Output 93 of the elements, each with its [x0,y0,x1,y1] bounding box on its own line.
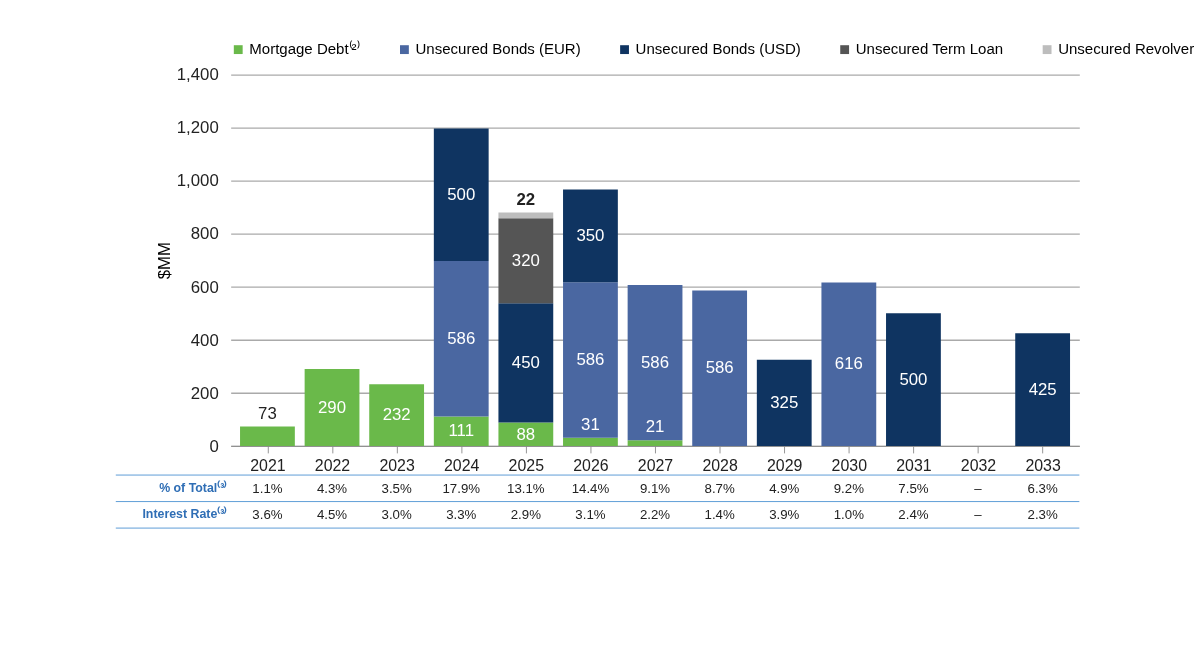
bar [692,290,748,446]
data-label: 586 [641,352,670,372]
text: 17.9% [442,480,481,496]
x-tick-label: 2033 [1025,457,1061,475]
legend-label: Mortgage Debt⁽²⁾ [249,40,360,58]
text: Interest Rate⁽³⁾ [142,506,228,522]
text: 4.5% [316,507,348,523]
text: 4.9% [769,480,800,496]
data-label: 425 [1028,379,1057,399]
x-tick-label: 2023 [379,457,415,475]
bar [821,282,877,446]
x-tick-label: 2027 [637,457,674,475]
x-tick-label: 2029 [766,457,803,475]
y-tick-label: 600 [190,277,219,297]
x-tick-label: 2024 [443,457,480,475]
x-tick-label: 2031 [896,457,932,475]
text: 2.2% [639,507,671,523]
bar [498,303,554,423]
data-label: 22 [516,189,536,209]
bar [304,368,360,446]
data-label: 325 [770,393,799,413]
text: – [974,507,983,523]
legend-label: Unsecured Revolver [1058,40,1195,58]
text: 3.3% [446,507,477,523]
data-label: 111 [448,421,474,441]
x-tick-label: 2032 [960,457,997,475]
y-axis-title: $MM [154,242,174,280]
data-label: 500 [899,369,928,389]
text: 1.1% [252,480,283,496]
x-tick-label: 2026 [573,457,609,475]
text: 3.9% [769,507,800,523]
data-label: 586 [705,358,734,378]
text: 2.4% [898,507,929,523]
text: 13.1% [507,480,545,496]
text: 14.4% [571,480,610,496]
y-tick-label: 1,200 [176,118,219,138]
legend-label: Unsecured Bonds (USD) [635,40,801,58]
x-tick-label: 2022 [314,457,351,475]
text: 1.4% [704,507,735,523]
text: 7.5% [898,480,929,496]
bar [498,218,554,304]
data-label: 450 [511,353,540,373]
text: 2.3% [1027,507,1058,523]
data-label: 232 [382,405,411,425]
text: 3.1% [575,507,606,523]
x-tick-label: 2025 [508,457,545,475]
text: 1.0% [833,507,865,523]
text: 9.1% [639,480,671,496]
y-tick-label: 200 [190,383,219,403]
text: – [974,480,983,496]
text: 3.5% [381,480,412,496]
y-tick-label: 1,000 [176,171,219,191]
text: 3.6% [252,507,283,523]
data-label: 290 [318,397,347,417]
bar [240,426,295,446]
text: 8.7% [704,480,735,496]
data-label: 73 [258,403,277,423]
bar [369,384,425,446]
legend-label: Unsecured Bonds (EUR) [415,40,581,58]
bar [886,313,941,446]
bar [433,128,489,262]
data-label: 500 [447,185,476,205]
bar [563,437,618,446]
text: % of Total⁽³⁾ [159,479,228,495]
text: 4.3% [316,480,348,496]
data-label: 616 [834,354,863,374]
bar [563,282,618,438]
data-label: 31 [581,414,600,434]
data-label: 586 [447,329,476,349]
text: 3.0% [381,507,412,523]
y-tick-label: 1,400 [176,65,219,85]
legend-label: Unsecured Term Loan [855,40,1004,58]
data-label: 350 [576,226,605,246]
x-tick-label: 2021 [250,457,286,475]
x-tick-label: 2030 [831,457,868,475]
y-tick-label: 800 [190,224,219,244]
text: 9.2% [833,480,865,496]
y-tick-label: 0 [209,436,219,456]
bar [627,284,683,441]
bar [433,416,489,446]
text: 6.3% [1027,480,1058,496]
data-label: 320 [511,251,540,271]
data-label: 88 [516,424,536,444]
bar [433,261,489,417]
text: 2.9% [510,507,542,523]
bar [1015,333,1071,446]
data-label: 21 [645,417,665,437]
y-tick-label: 400 [190,330,219,350]
bar [563,189,618,283]
bar [756,359,812,446]
x-tick-label: 2028 [702,457,738,475]
bar [627,440,683,446]
data-label: 586 [576,350,605,370]
